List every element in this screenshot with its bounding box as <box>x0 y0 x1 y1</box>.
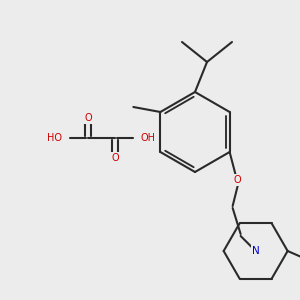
Text: OH: OH <box>140 133 155 143</box>
Text: O: O <box>111 153 119 163</box>
Text: O: O <box>234 175 242 185</box>
Text: HO: HO <box>47 133 62 143</box>
Text: N: N <box>252 246 260 256</box>
Text: O: O <box>84 113 92 123</box>
